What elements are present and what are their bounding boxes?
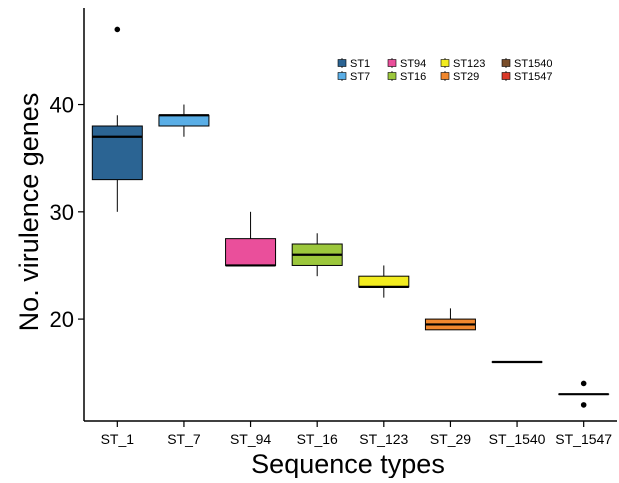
y-tick-label: 20	[50, 307, 74, 332]
box-st-7	[159, 105, 209, 137]
legend-key	[502, 60, 510, 67]
legend-item: ST1	[338, 58, 370, 70]
y-tick-label: 30	[50, 200, 74, 225]
outlier-point	[115, 27, 121, 33]
x-tick-label: ST_7	[167, 431, 201, 447]
legend-label: ST29	[453, 71, 479, 83]
y-axis-label: No. virulence genes	[14, 93, 44, 332]
legend-key	[338, 60, 346, 67]
legend-key	[441, 73, 449, 80]
legend-label: ST94	[400, 58, 426, 70]
x-tick-label: ST_123	[359, 431, 408, 447]
legend-item: ST29	[441, 71, 479, 83]
box-body	[359, 276, 409, 287]
box-body	[92, 126, 142, 180]
y-tick-label: 40	[50, 93, 74, 118]
legend: ST1 ST94 ST123 ST1540 ST7 ST16 ST29 ST1547	[338, 58, 553, 83]
box-st-94	[226, 212, 276, 266]
legend-item: ST7	[338, 71, 370, 83]
x-tick-label: ST_16	[297, 431, 338, 447]
legend-label: ST1540	[514, 58, 553, 70]
y-ticks: 20 30 40	[50, 93, 84, 333]
x-tick-label: ST_94	[230, 431, 271, 447]
legend-key	[388, 60, 396, 67]
box-body	[159, 115, 209, 126]
legend-label: ST123	[453, 58, 485, 70]
x-axis-label: Sequence types	[251, 449, 445, 478]
box-st-1	[92, 27, 142, 212]
legend-item: ST1540	[502, 58, 553, 70]
x-tick-label: ST_1	[101, 431, 135, 447]
box-st-29	[425, 308, 475, 329]
legend-item: ST16	[388, 71, 426, 83]
box-body	[226, 239, 276, 266]
legend-item: ST1547	[502, 71, 553, 83]
x-tick-label: ST_1540	[489, 431, 546, 447]
legend-item: ST94	[388, 58, 426, 70]
legend-key	[388, 73, 396, 80]
legend-label: ST1547	[514, 71, 553, 83]
legend-key	[441, 60, 449, 67]
box-group	[92, 27, 608, 408]
legend-key	[338, 73, 346, 80]
x-tick-label: ST_29	[430, 431, 471, 447]
x-tick-label: ST_1547	[555, 431, 612, 447]
legend-label: ST7	[350, 71, 370, 83]
legend-key	[502, 73, 510, 80]
legend-item: ST123	[441, 58, 485, 70]
x-ticks: ST_1 ST_7 ST_94 ST_16 ST_123 ST_29 ST_1540 ST_1…	[101, 421, 613, 447]
legend-label: ST1	[350, 58, 370, 70]
box-st-123	[359, 265, 409, 297]
outlier-point	[581, 381, 587, 387]
box-st-16	[292, 233, 342, 276]
outlier-point	[581, 402, 587, 408]
box-st-1547	[559, 381, 609, 408]
legend-label: ST16	[400, 71, 426, 83]
